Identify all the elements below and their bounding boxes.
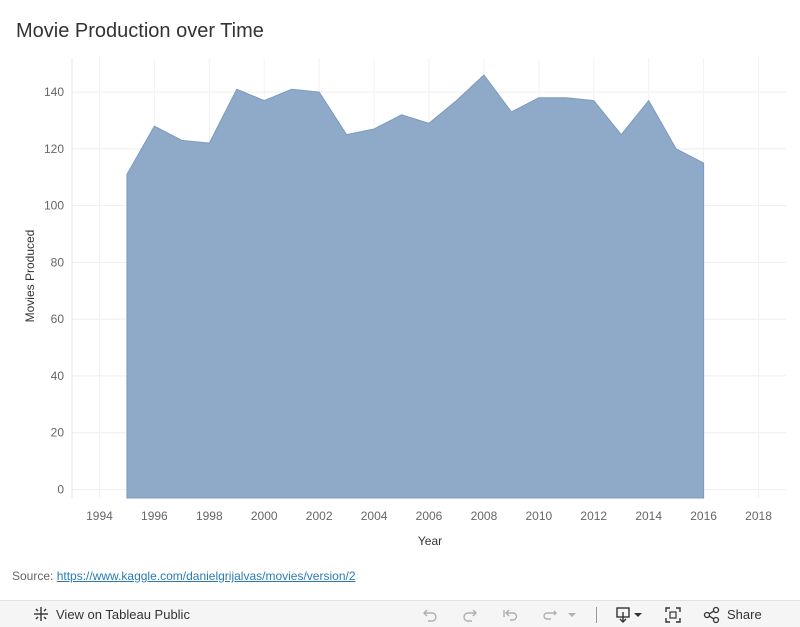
x-tick-label: 2002 [306,509,333,523]
dropdown-icon [568,612,576,617]
source-line: Source: https://www.kaggle.com/danielgri… [12,569,356,583]
y-tick-label: 140 [44,85,64,99]
x-tick-label: 2000 [251,509,278,523]
revert-icon [503,609,518,621]
x-tick-label: 2010 [525,509,552,523]
source-link[interactable]: https://www.kaggle.com/danielgrijalvas/m… [56,569,356,583]
refresh-dropdown-button[interactable] [566,605,578,625]
x-tick-label: 1996 [141,509,168,523]
download-icon [616,606,642,623]
toolbar-divider [596,606,597,623]
undo-icon [423,609,437,622]
y-tick-label: 120 [44,142,64,156]
y-axis-title: Movies Produced [23,230,37,323]
area-chart: 1994 1996 1998 2000 2002 2004 2006 2008 2010 2012… [23,58,786,548]
source-label: Source: [12,569,57,583]
x-tick-label: 2014 [635,509,662,523]
refresh-button[interactable] [538,605,562,625]
x-tick-label: 2008 [471,509,498,523]
view-on-tableau-label: View on Tableau Public [56,606,190,622]
redo-icon [463,609,477,622]
y-tick-label: 100 [44,199,64,213]
fullscreen-icon [665,606,681,623]
y-tick-label: 0 [57,482,64,496]
x-tick-label: 2018 [745,509,772,523]
share-button[interactable]: Share [703,606,762,624]
x-tick-label: 2012 [580,509,607,523]
x-tick-label: 2006 [416,509,443,523]
fullscreen-button[interactable] [661,605,685,625]
x-tick-label: 2004 [361,509,388,523]
revert-button[interactable] [498,605,522,625]
share-icon [703,606,720,623]
share-label: Share [727,607,762,622]
toolbar-actions: Share [418,601,762,627]
y-tick-label: 20 [51,426,65,440]
x-axis-title: Year [418,534,442,548]
y-tick-label: 80 [51,255,65,269]
y-tick-label: 60 [51,312,65,326]
area-series [126,74,705,499]
undo-button[interactable] [418,605,442,625]
x-tick-label: 1998 [196,509,223,523]
tableau-toolbar: View on Tableau Public [0,600,800,627]
download-button[interactable] [615,605,645,625]
refresh-icon [543,610,557,620]
view-on-tableau-button[interactable]: View on Tableau Public [32,605,190,623]
y-tick-label: 40 [51,369,65,383]
redo-button[interactable] [458,605,482,625]
chart-title: Movie Production over Time [16,20,264,42]
x-tick-label: 2016 [690,509,717,523]
x-tick-label: 1994 [86,509,113,523]
tableau-logo-icon [34,607,48,621]
